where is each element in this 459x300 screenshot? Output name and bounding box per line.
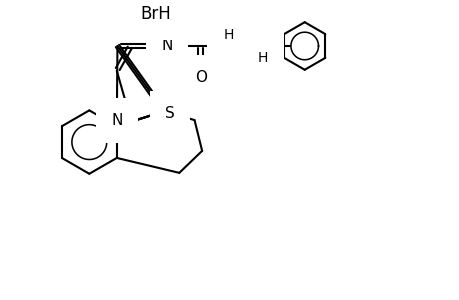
Text: O: O <box>194 70 206 85</box>
Text: N: N <box>161 38 172 53</box>
Text: S: S <box>165 106 174 121</box>
Text: N: N <box>222 38 234 53</box>
Text: N: N <box>111 113 122 128</box>
Text: N: N <box>257 38 268 53</box>
Text: H: H <box>223 28 233 42</box>
Text: BrH: BrH <box>140 5 171 23</box>
Text: H: H <box>257 51 268 65</box>
